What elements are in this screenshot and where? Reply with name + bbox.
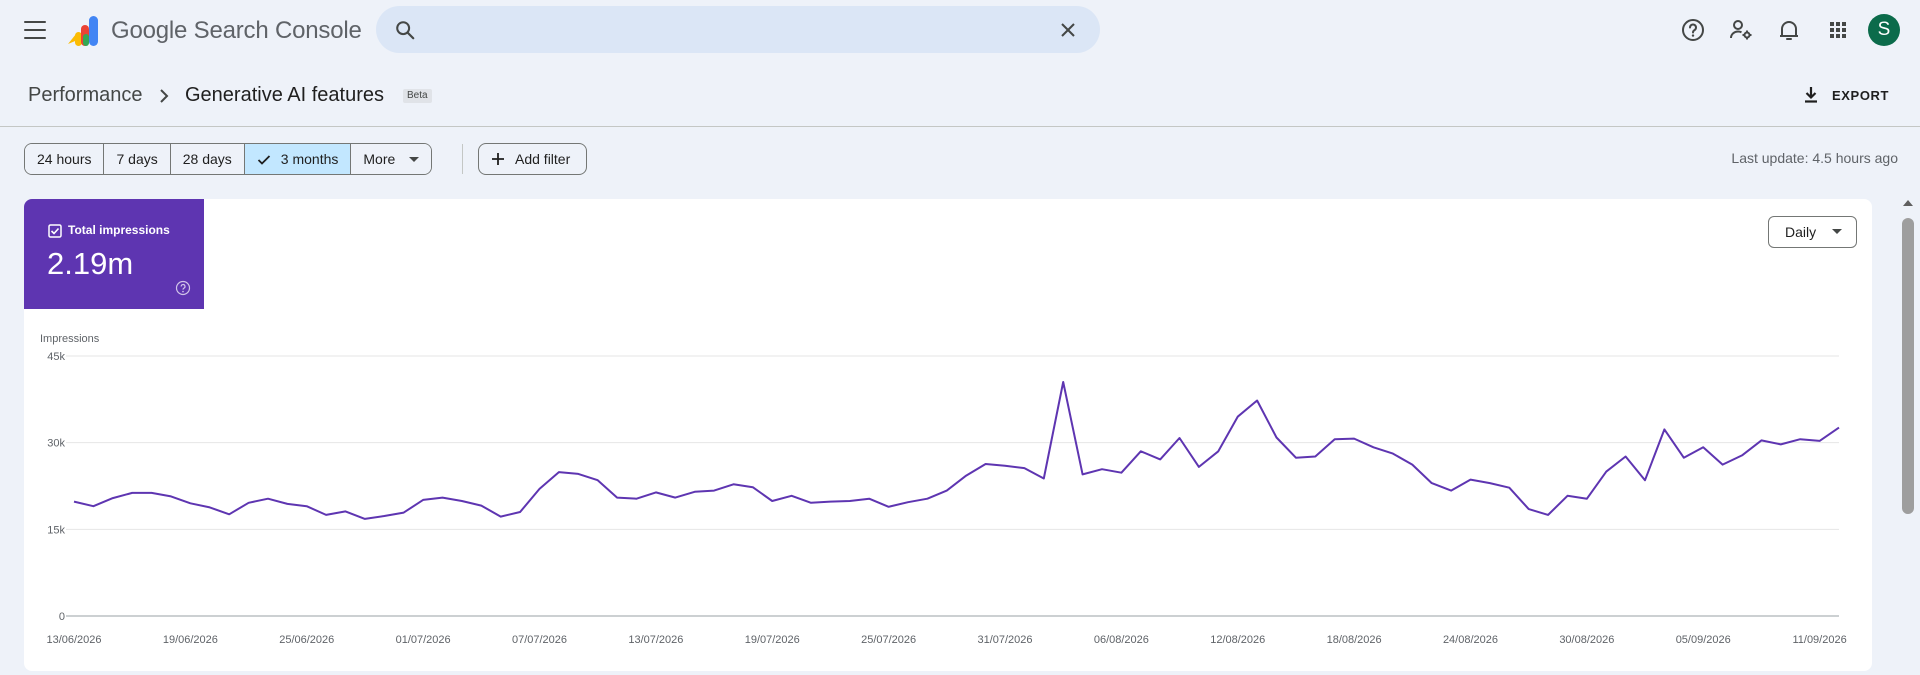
x-tick-label: 07/07/2026 (512, 634, 567, 646)
check-icon (257, 155, 270, 165)
search-input[interactable] (432, 14, 1012, 45)
y-tick-label: 15k (47, 524, 65, 536)
y-axis-label: Impressions (40, 333, 100, 345)
chevron-right-icon (160, 89, 169, 103)
granularity-label: Daily (1785, 224, 1817, 240)
impressions-line-chart: Impressions 0 15k 30k 45k 13/06/2026 19/06/2… (40, 333, 1847, 646)
x-tick-label: 18/08/2026 (1327, 634, 1382, 646)
export-button[interactable]: EXPORT (1800, 82, 1889, 108)
metric-value: 2.19m (47, 246, 134, 281)
performance-chart-card: Total impressions 2.19m Daily Impression… (24, 199, 1872, 671)
add-filter-label: Add filter (515, 151, 571, 167)
search-icon[interactable] (394, 19, 416, 41)
help-circle-icon[interactable] (175, 280, 191, 296)
menu-icon[interactable] (22, 18, 48, 42)
export-label: EXPORT (1832, 87, 1890, 103)
breadcrumb-performance[interactable]: Performance (28, 84, 143, 106)
granularity-dropdown[interactable]: Daily (1768, 216, 1857, 248)
x-tick-label: 13/07/2026 (628, 634, 683, 646)
total-impressions-metric[interactable]: Total impressions 2.19m (24, 199, 204, 309)
page-title: Generative AI features (185, 84, 385, 106)
x-tick-label: 25/06/2026 (279, 634, 334, 646)
beta-badge: Beta (403, 89, 432, 103)
search-bar[interactable] (376, 6, 1100, 53)
x-tick-label: 31/07/2026 (977, 634, 1032, 646)
date-range-selector: 24 hours 7 days 28 days 3 months More (24, 143, 433, 175)
manage-users-icon[interactable] (1728, 17, 1754, 43)
notifications-icon[interactable] (1776, 17, 1802, 43)
y-tick-label: 30k (47, 438, 65, 450)
x-tick-label: 25/07/2026 (861, 634, 916, 646)
filter-separator (462, 144, 463, 174)
y-tick-label: 0 (59, 611, 65, 623)
range-3-months-label: 3 months (280, 151, 339, 167)
help-icon[interactable] (1680, 17, 1706, 43)
caret-down-icon (1832, 229, 1842, 234)
more-label: More (363, 151, 396, 167)
x-tick-label: 19/06/2026 (163, 634, 218, 646)
range-7-days[interactable]: 7 days (104, 144, 171, 174)
x-tick-label: 11/09/2026 (1792, 634, 1846, 646)
more-ranges-dropdown[interactable]: More (351, 144, 432, 174)
x-tick-label: 24/08/2026 (1443, 634, 1498, 646)
y-tick-label: 45k (47, 351, 65, 363)
metric-label: Total impressions (68, 223, 170, 237)
apps-grid-icon[interactable] (1825, 17, 1851, 43)
header-divider (0, 126, 1920, 127)
x-tick-label: 30/08/2026 (1559, 634, 1614, 646)
x-tick-label: 19/07/2026 (745, 634, 800, 646)
add-filter-button[interactable]: Add filter (478, 143, 588, 175)
avatar[interactable]: S (1868, 14, 1900, 46)
app-title[interactable]: Google Search Console (111, 17, 362, 44)
caret-down-icon (409, 157, 420, 162)
scroll-up-arrow-icon[interactable] (1901, 196, 1915, 208)
x-tick-label: 05/09/2026 (1676, 634, 1731, 646)
download-icon (1805, 87, 1817, 103)
range-28-days[interactable]: 28 days (170, 144, 245, 174)
last-update-text: Last update: 4.5 hours ago (1731, 150, 1898, 166)
x-tick-label: 06/08/2026 (1094, 634, 1149, 646)
x-tick-label: 01/07/2026 (396, 634, 451, 646)
plus-icon (492, 153, 504, 165)
x-tick-label: 12/08/2026 (1210, 634, 1265, 646)
close-icon[interactable] (1056, 18, 1080, 42)
scrollbar-thumb[interactable] (1902, 218, 1914, 514)
range-24-hours[interactable]: 24 hours (25, 144, 105, 174)
checkbox-checked-icon[interactable] (48, 224, 62, 238)
search-console-logo-icon[interactable] (66, 14, 102, 48)
x-tick-label: 13/06/2026 (46, 634, 101, 646)
top-app-bar: Google Search Console S (0, 0, 1920, 62)
impressions-series-line (73, 381, 1840, 520)
range-3-months[interactable]: 3 months (244, 144, 352, 174)
